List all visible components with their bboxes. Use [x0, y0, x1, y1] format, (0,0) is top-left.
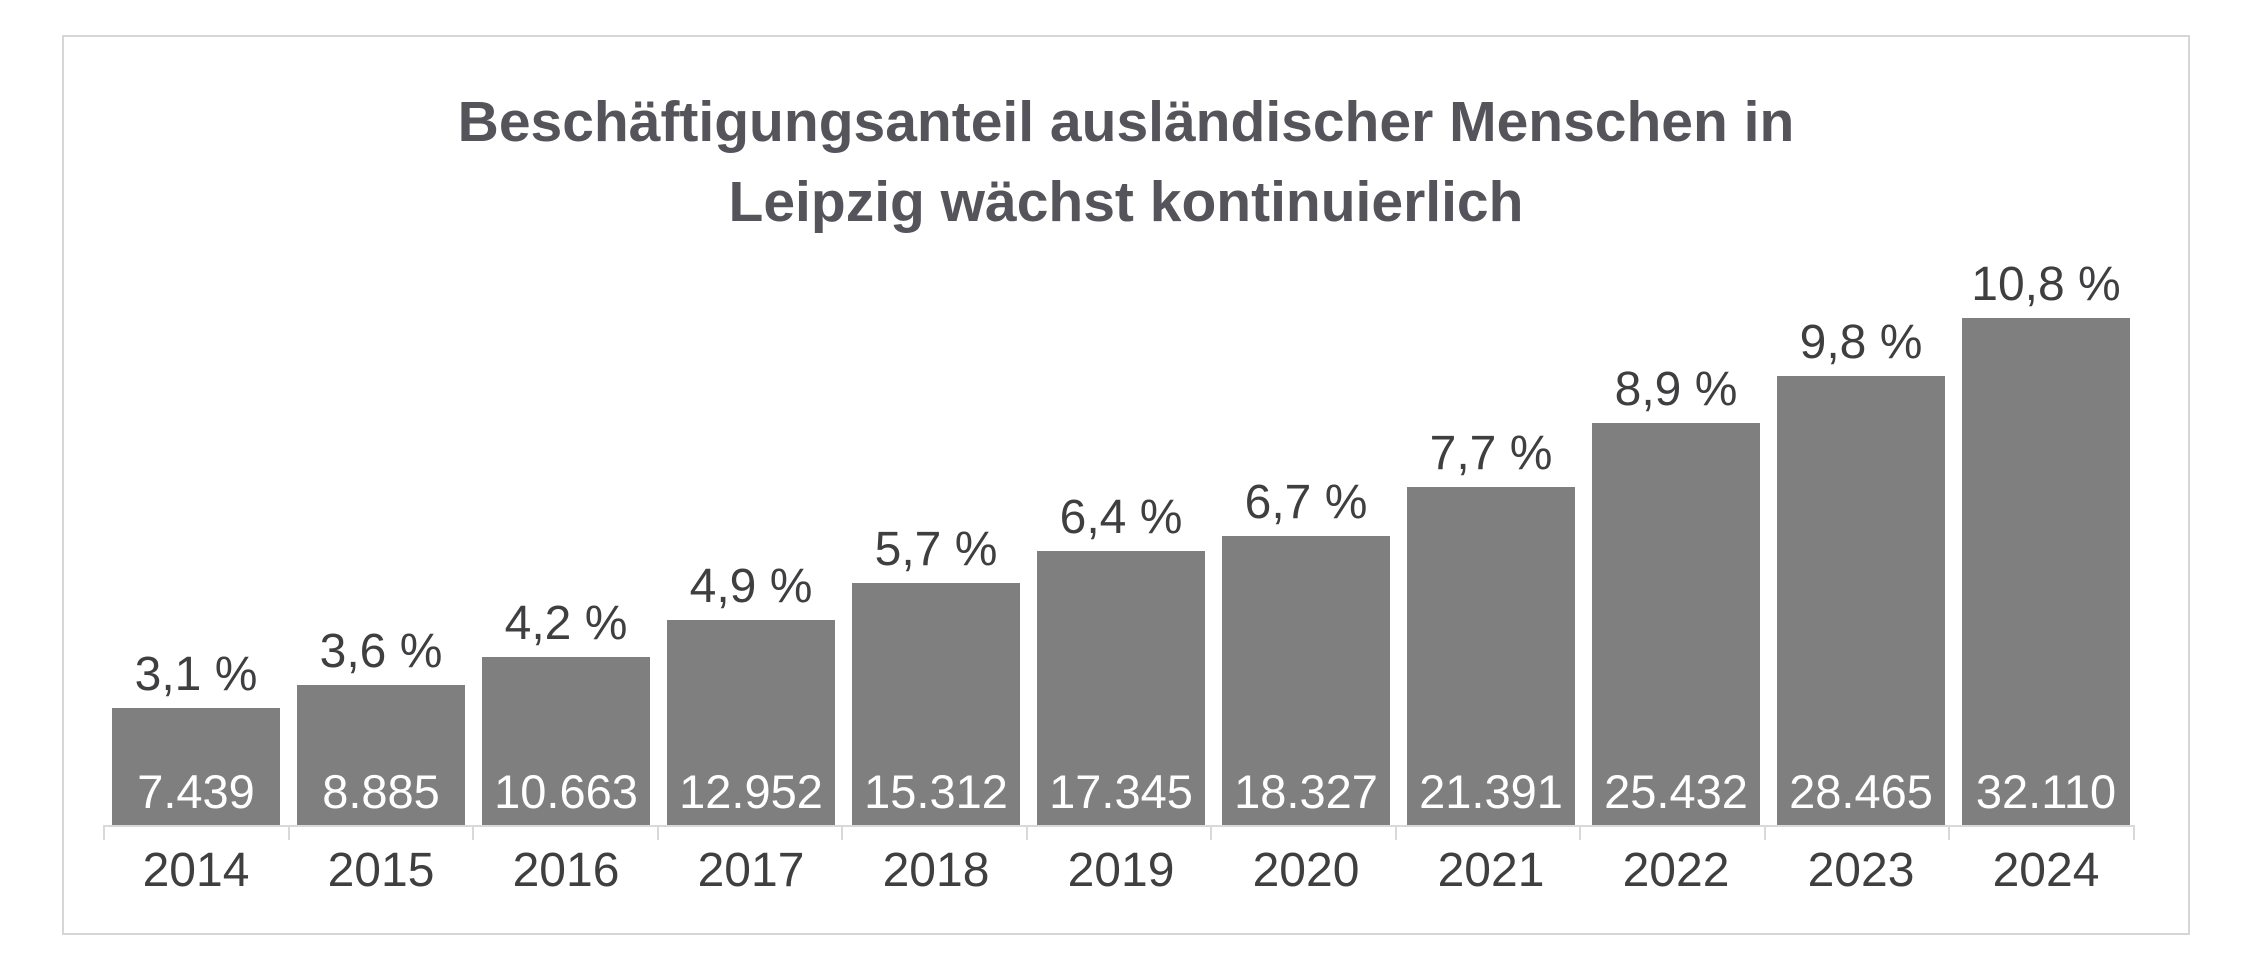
year-label: 2014: [142, 844, 250, 897]
percent-label: 3,6 %: [319, 625, 443, 678]
bar-column: 8,9 % 25.432: [1592, 365, 1760, 825]
percent-label: 7,7 %: [1429, 427, 1553, 480]
bar-column: 4,9 % 12.952: [667, 562, 835, 825]
axis-tick: [288, 825, 290, 840]
bar-value-label: 21.391: [1419, 765, 1563, 818]
bar-value-label: 25.432: [1604, 765, 1748, 818]
axis-tick: [657, 825, 659, 840]
bar-column: 10,8 % 32.110: [1962, 260, 2130, 825]
year-label: 2015: [327, 844, 435, 897]
year-label: 2021: [1437, 844, 1545, 897]
axis-tick: [1395, 825, 1397, 840]
bar-column: 3,6 % 8.885: [297, 627, 465, 825]
bar-column: 6,7 % 18.327: [1222, 478, 1390, 825]
bar-column: 7,7 % 21.391: [1407, 429, 1575, 825]
axis-tick: [1210, 825, 1212, 840]
chart-frame: Beschäftigungsanteil ausländischer Mensc…: [62, 35, 2190, 935]
bar: 32.110: [1962, 318, 2130, 825]
bar-value-label: 17.345: [1049, 765, 1193, 818]
bar: 7.439: [112, 708, 280, 825]
chart-title-line2: Leipzig wächst kontinuierlich: [728, 170, 1524, 234]
axis-tick: [472, 825, 474, 840]
bar-column: 4,2 % 10.663: [482, 599, 650, 825]
percent-label: 5,7 %: [874, 523, 998, 576]
year-label: 2019: [1067, 844, 1175, 897]
bar-value-label: 12.952: [679, 765, 823, 818]
axis-tick: [2133, 825, 2135, 840]
chart-title: Beschäftigungsanteil ausländischer Mensc…: [64, 82, 2188, 242]
axis-tick: [841, 825, 843, 840]
bar: 25.432: [1592, 423, 1760, 825]
bar: 12.952: [667, 620, 835, 825]
axis-tick: [103, 825, 105, 840]
percent-label: 10,8 %: [1971, 258, 2121, 311]
bar-value-label: 15.312: [864, 765, 1008, 818]
percent-label: 9,8 %: [1799, 316, 1923, 369]
bar: 21.391: [1407, 487, 1575, 825]
chart-title-line1: Beschäftigungsanteil ausländischer Mensc…: [457, 90, 1795, 154]
bar-value-label: 18.327: [1234, 765, 1378, 818]
bar: 10.663: [482, 657, 650, 825]
axis-tick: [1579, 825, 1581, 840]
year-label: 2017: [697, 844, 805, 897]
bar-value-label: 32.110: [1975, 765, 2117, 818]
year-label: 2020: [1252, 844, 1360, 897]
bar-value-label: 10.663: [494, 765, 638, 818]
bar: 28.465: [1777, 376, 1945, 825]
year-label: 2022: [1622, 844, 1730, 897]
x-axis-line: [103, 825, 2135, 827]
percent-label: 4,9 %: [689, 560, 813, 613]
bar-column: 6,4 % 17.345: [1037, 493, 1205, 825]
percent-label: 6,7 %: [1244, 476, 1368, 529]
bar-value-label: 8.885: [322, 765, 440, 818]
bar: 17.345: [1037, 551, 1205, 825]
bar-column: 9,8 % 28.465: [1777, 318, 1945, 825]
axis-tick: [1948, 825, 1950, 840]
bar: 15.312: [852, 583, 1020, 825]
year-label: 2018: [882, 844, 990, 897]
bar-value-label: 28.465: [1789, 765, 1933, 818]
year-label: 2016: [512, 844, 620, 897]
percent-label: 8,9 %: [1614, 363, 1738, 416]
axis-tick: [1026, 825, 1028, 840]
year-label: 2023: [1807, 844, 1915, 897]
bar-value-label: 7.439: [137, 765, 255, 818]
axis-tick: [1764, 825, 1766, 840]
bar-column: 5,7 % 15.312: [852, 525, 1020, 825]
percent-label: 3,1 %: [134, 648, 258, 701]
bar-column: 3,1 % 7.439: [112, 650, 280, 825]
percent-label: 4,2 %: [504, 597, 628, 650]
bar: 18.327: [1222, 536, 1390, 825]
bar: 8.885: [297, 685, 465, 825]
percent-label: 6,4 %: [1059, 491, 1183, 544]
year-label: 2024: [1992, 844, 2100, 897]
bars-area: 3,1 % 7.439 3,6 % 8.885 4,2 % 10.663 4,9 % 12.9…: [112, 245, 2130, 825]
x-axis-labels: 2014 2015 2016 2017 2018 2019 2020 2021 2022 2023…: [112, 845, 2130, 897]
